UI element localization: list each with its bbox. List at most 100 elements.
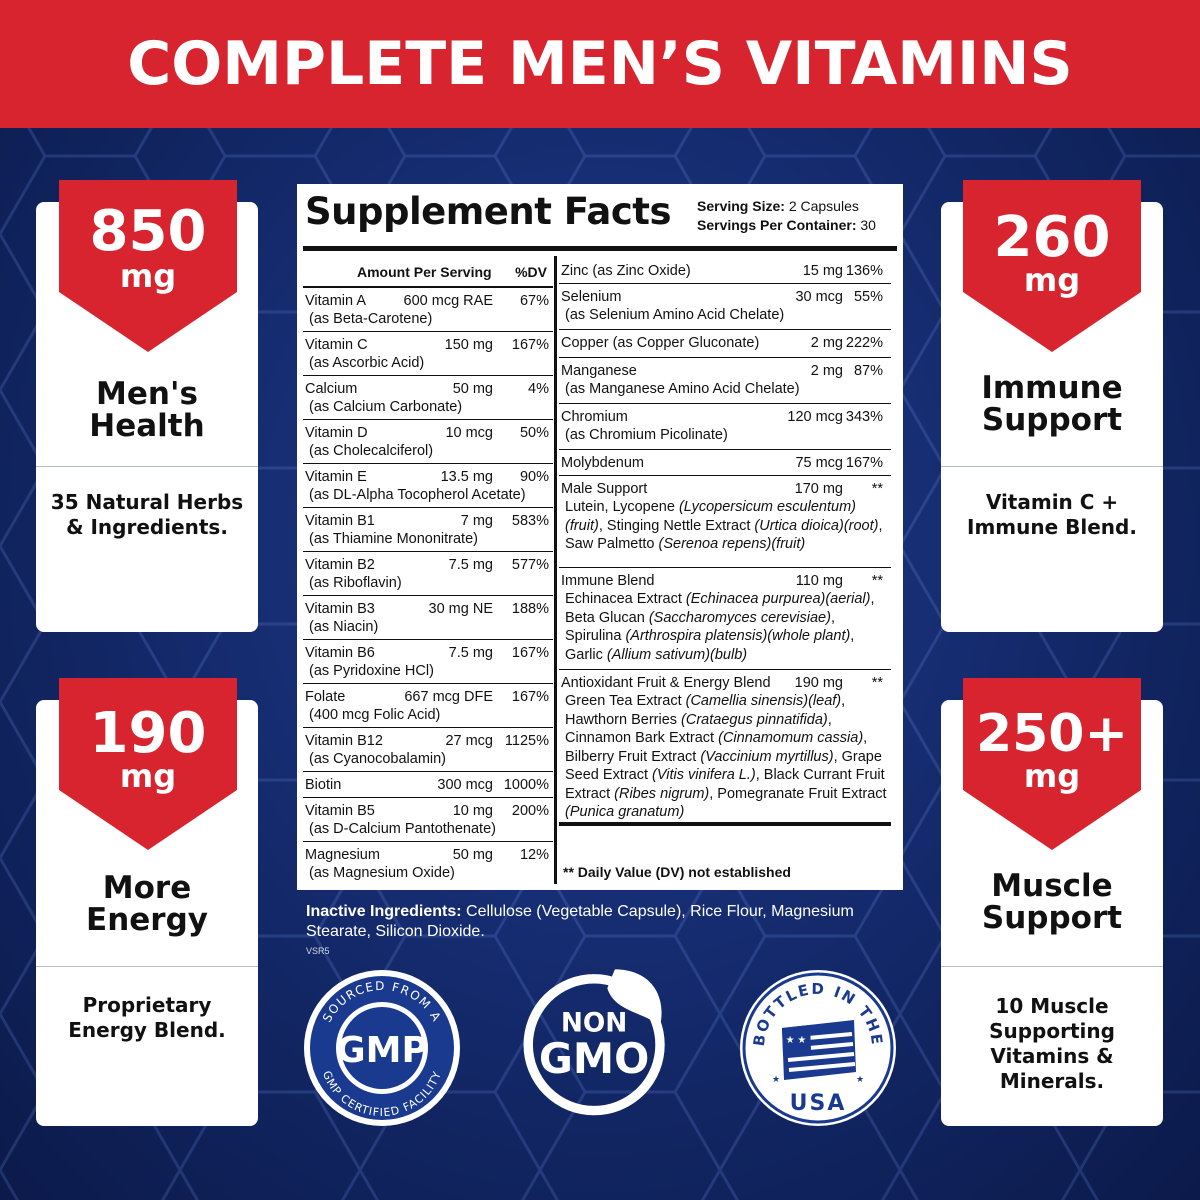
nutrient-source: (as Selenium Amino Acid Chelate) <box>565 307 785 323</box>
nutrient-name: Vitamin B12 <box>305 733 383 749</box>
nutrient-name: Vitamin B5 <box>305 803 375 819</box>
servings-value: 30 <box>860 217 876 233</box>
nutrient-dv: 1000% <box>503 777 549 793</box>
header-amount: Amount Per Serving <box>357 264 492 280</box>
card-label-line2: Health <box>89 408 205 444</box>
nutrient-name: Vitamin B2 <box>305 557 375 573</box>
bottled-in-usa-badge: BOTTLED IN THE ★ ★ ★ ★ USA <box>740 970 896 1126</box>
gmo-line1: NON <box>561 1009 628 1039</box>
non-gmo-badge: NON GMO <box>523 969 665 1116</box>
nutrient-amount: 667 mcg DFE <box>404 689 493 705</box>
us-flag-icon: ★ ★ <box>782 1020 856 1080</box>
nutrient-name: Folate <box>305 689 346 705</box>
nutrient-dv: 167% <box>845 455 883 471</box>
nutrient-name: Vitamin C <box>305 337 368 353</box>
gmo-line2: GMO <box>539 1035 649 1083</box>
nutrient-name: Manganese <box>561 363 637 379</box>
table-row: Folate 667 mcg DFE 167% (400 mcg Folic Acid… <box>303 684 553 728</box>
nutrient-name: Molybdenum <box>561 455 645 471</box>
table-row: Vitamin D 10 mcg 50% (as Cholecalciferol) <box>303 420 553 464</box>
nutrient-source: (as Chromium Picolinate) <box>565 427 728 443</box>
card-label-line1: Men's <box>96 376 198 412</box>
card-desc-line1: Vitamin C + <box>985 490 1119 514</box>
card-desc-line2: Supporting <box>989 1019 1115 1043</box>
nutrient-source: (as D-Calcium Pantothenate) <box>309 821 496 837</box>
nutrient-dv: 55% <box>853 289 883 305</box>
blend-antioxidant: Antioxidant Fruit & Energy Blend 190 mg … <box>559 670 891 826</box>
inactive-text: Cellulose (Vegetable Capsule), Rice Flou… <box>306 903 854 940</box>
blend-amount: 170 mg <box>794 481 843 497</box>
nutrient-dv: 167% <box>511 689 549 705</box>
card-desc-line4: Minerals. <box>999 1069 1105 1093</box>
nutrient-dv: 167% <box>511 337 549 353</box>
card-label-line1: Muscle <box>991 868 1113 904</box>
blend-amount: 190 mg <box>794 675 843 691</box>
label-code: VSR5 <box>306 946 330 956</box>
table-row: Vitamin B5 10 mg 200% (as D-Calcium Pantoth… <box>303 798 553 842</box>
nutrient-dv: 4% <box>528 381 549 397</box>
table-row: Vitamin B12 27 mcg 1125% (as Cyanocobalamin… <box>303 728 553 772</box>
amount-value: 260 <box>993 205 1111 270</box>
amount-unit: mg <box>119 757 177 795</box>
table-row: Biotin 300 mcg 1000% <box>303 772 553 798</box>
nutrient-amount: 30 mcg <box>795 289 843 305</box>
amount-pennant: 850 mg <box>59 180 237 352</box>
nutrient-dv: 87% <box>853 363 883 379</box>
blend-amount: 110 mg <box>795 573 843 589</box>
nutrient-amount: 50 mg <box>452 381 493 397</box>
facts-left-column: Amount Per Serving %DV Vitamin A 600 mcg … <box>303 258 553 886</box>
nutrient-dv: 90% <box>519 469 549 485</box>
svg-text:★ ★: ★ ★ <box>786 1035 807 1046</box>
nutrient-dv: 577% <box>511 557 549 573</box>
amount-pennant: 260 mg <box>963 180 1141 352</box>
card-desc-line1: 10 Muscle <box>995 994 1109 1018</box>
nutrient-amount: 2 mg <box>810 363 843 379</box>
nutrient-name: Vitamin B1 <box>305 513 375 529</box>
nutrient-name: Biotin <box>305 777 342 793</box>
usa-bottom-text: USA <box>790 1091 847 1116</box>
serving-size-label: Serving Size: <box>697 198 785 214</box>
nutrient-dv: 136% <box>845 263 883 279</box>
table-row: Chromium 120 mcg 343% (as Chromium Picolina… <box>559 404 891 450</box>
table-row: Vitamin C 150 mg 167% (as Ascorbic Acid) <box>303 332 553 376</box>
inactive-ingredients: Inactive Ingredients: Cellulose (Vegetab… <box>306 902 866 942</box>
card-desc-line2: Energy Blend. <box>68 1018 226 1042</box>
nutrient-dv: 12% <box>519 847 549 863</box>
amount-value: 250+ <box>975 704 1129 764</box>
blend-dv: ** <box>871 675 883 691</box>
nutrient-dv: 188% <box>511 601 549 617</box>
nutrient-amount: 7 mg <box>460 513 493 529</box>
nutrient-amount: 13.5 mg <box>440 469 493 485</box>
table-row: Vitamin B2 7.5 mg 577% (as Riboflavin) <box>303 552 553 596</box>
column-divider <box>554 256 557 884</box>
nutrient-source: (as Pyridoxine HCl) <box>309 663 434 679</box>
nutrient-dv: 167% <box>511 645 549 661</box>
card-desc-line1: Proprietary <box>82 993 212 1017</box>
svg-text:★: ★ <box>772 1074 780 1084</box>
nutrient-name: Calcium <box>305 381 358 397</box>
blend-ingredients: Echinacea Extract (Echinacea purpurea)(a… <box>565 591 875 663</box>
nutrient-amount: 7.5 mg <box>448 557 493 573</box>
nutrient-dv: 200% <box>511 803 549 819</box>
nutrient-source: (as Beta-Carotene) <box>309 311 433 327</box>
nutrient-amount: 300 mcg <box>437 777 493 793</box>
blend-name: Antioxidant Fruit & Energy Blend <box>561 675 771 691</box>
nutrient-amount: 50 mg <box>452 847 493 863</box>
table-row: Magnesium 50 mg 12% (as Magnesium Oxide) <box>303 842 553 886</box>
nutrient-source: (as Cholecalciferol) <box>309 443 434 459</box>
blend-dv: ** <box>871 481 883 497</box>
table-row: Calcium 50 mg 4% (as Calcium Carbonate) <box>303 376 553 420</box>
svg-text:★: ★ <box>856 1074 864 1084</box>
nutrient-source: (as DL-Alpha Tocopherol Acetate) <box>309 487 526 503</box>
amount-unit: mg <box>119 257 177 295</box>
nutrient-dv: 222% <box>845 335 883 351</box>
nutrient-amount: 75 mcg <box>795 455 843 471</box>
nutrient-dv: 50% <box>519 425 549 441</box>
table-row: Vitamin A 600 mcg RAE 67% (as Beta-Carotene… <box>303 288 553 332</box>
gmp-center-text: GMP <box>336 1030 428 1071</box>
supplement-facts-panel: Supplement Facts Serving Size: 2 Capsule… <box>297 184 903 890</box>
table-row: Vitamin B3 30 mg NE 188% (as Niacin) <box>303 596 553 640</box>
nutrient-name: Vitamin E <box>305 469 367 485</box>
nutrient-name: Copper (as Copper Gluconate) <box>561 335 760 351</box>
nutrient-amount: 150 mg <box>444 337 493 353</box>
